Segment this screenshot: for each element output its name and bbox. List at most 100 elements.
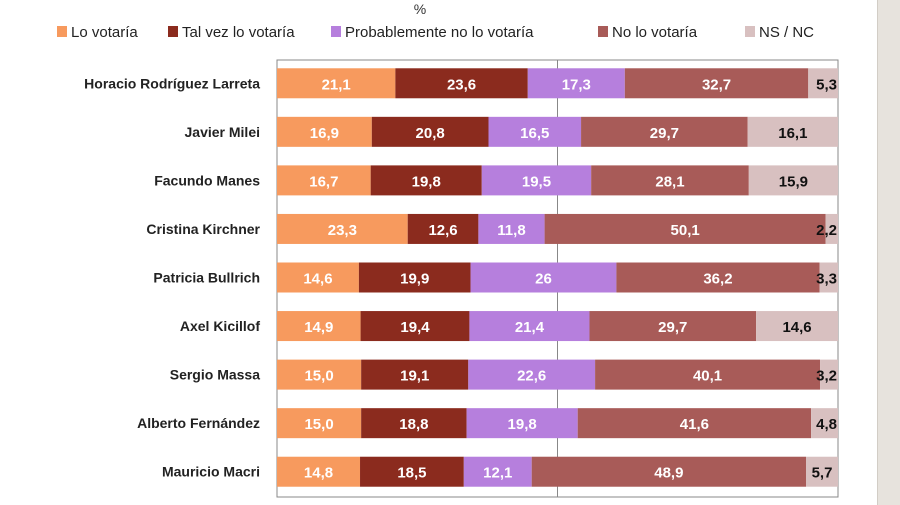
legend-label: NS / NC xyxy=(759,24,814,41)
data-label: 50,1 xyxy=(671,222,700,239)
data-label: 12,6 xyxy=(428,222,457,239)
bar-segment xyxy=(577,408,812,439)
data-label: 23,6 xyxy=(447,76,476,93)
bar-segment xyxy=(624,68,809,99)
data-label: 18,5 xyxy=(397,465,426,482)
data-label: 2,2 xyxy=(816,222,837,239)
bar-segment xyxy=(595,359,821,390)
data-label: 22,6 xyxy=(517,368,546,385)
data-label: 32,7 xyxy=(702,76,731,93)
legend-label: Lo votaría xyxy=(71,24,138,41)
bar-segment xyxy=(808,68,838,99)
data-label: 29,7 xyxy=(650,125,679,142)
side-panel xyxy=(877,0,900,505)
data-label: 17,3 xyxy=(562,76,591,93)
data-label: 21,4 xyxy=(515,319,545,336)
data-label: 14,6 xyxy=(782,319,811,336)
category-label: Alberto Fernández xyxy=(137,415,260,431)
chart-title: % xyxy=(414,1,426,17)
data-label: 41,6 xyxy=(680,416,709,433)
bar-segment xyxy=(361,408,467,439)
bar-segment xyxy=(616,262,820,293)
bar-segment xyxy=(819,262,838,293)
legend-swatch xyxy=(745,26,755,37)
category-label: Sergio Massa xyxy=(170,367,260,383)
bar-segment xyxy=(277,456,361,487)
data-label: 48,9 xyxy=(654,465,683,482)
data-label: 19,8 xyxy=(412,173,441,190)
data-label: 29,7 xyxy=(658,319,687,336)
data-label: 5,7 xyxy=(812,465,833,482)
legend-swatch xyxy=(168,26,178,37)
bar-segment xyxy=(527,68,625,99)
bar-segment xyxy=(806,456,838,487)
bar-segment xyxy=(466,408,578,439)
data-label: 12,1 xyxy=(483,465,512,482)
legend-label: No lo votaría xyxy=(612,24,698,41)
data-label: 21,1 xyxy=(322,76,351,93)
bar-segment xyxy=(360,311,470,342)
bar-segment xyxy=(277,213,408,244)
bar-segment xyxy=(488,116,582,147)
bar-segment xyxy=(277,68,396,99)
data-label: 40,1 xyxy=(693,368,722,385)
data-label: 26 xyxy=(535,271,552,288)
bar-segment xyxy=(544,213,826,244)
bar-segment xyxy=(756,311,838,342)
category-label: Javier Milei xyxy=(185,124,261,140)
category-label: Cristina Kirchner xyxy=(146,221,260,237)
legend-label: Probablemente no lo votaría xyxy=(345,24,534,41)
data-label: 36,2 xyxy=(703,271,732,288)
bar-segment xyxy=(748,165,838,196)
legend-swatch xyxy=(57,26,67,37)
data-label: 14,9 xyxy=(304,319,333,336)
category-label: Axel Kicillof xyxy=(180,318,260,334)
data-label: 14,8 xyxy=(304,465,333,482)
legend-swatch xyxy=(598,26,608,37)
bar-segment xyxy=(360,456,464,487)
category-label: Mauricio Macri xyxy=(162,464,260,480)
bar-segment xyxy=(463,456,532,487)
bar-segment xyxy=(825,213,838,244)
bar-segment xyxy=(277,311,361,342)
bar-segment xyxy=(277,262,359,293)
bar-segment xyxy=(747,116,838,147)
data-label: 20,8 xyxy=(416,125,445,142)
bar-segment xyxy=(358,262,471,293)
stacked-bar-chart: % Lo votaría Tal vez lo votaría Probablemen… xyxy=(57,1,839,498)
data-label: 11,8 xyxy=(497,222,525,239)
data-label: 16,9 xyxy=(310,125,339,142)
bar-segment xyxy=(277,165,371,196)
data-label: 15,0 xyxy=(304,416,333,433)
bar-segment xyxy=(481,165,592,196)
data-label: 4,8 xyxy=(816,416,837,433)
bar-segment xyxy=(370,165,482,196)
data-label: 16,5 xyxy=(520,125,549,142)
bar-segment xyxy=(277,359,362,390)
data-label: 19,9 xyxy=(400,271,429,288)
data-label: 16,1 xyxy=(778,125,807,142)
data-label: 5,3 xyxy=(816,76,837,93)
category-label: Facundo Manes xyxy=(154,172,260,188)
bar-segment xyxy=(591,165,749,196)
data-label: 19,8 xyxy=(508,416,537,433)
bar-segment xyxy=(478,213,545,244)
data-label: 14,6 xyxy=(303,271,332,288)
data-label: 16,7 xyxy=(309,173,338,190)
bar-segment xyxy=(820,359,838,390)
data-label: 15,9 xyxy=(779,173,808,190)
data-label: 19,4 xyxy=(400,319,430,336)
bar-segment xyxy=(811,408,838,439)
bar-segment xyxy=(531,456,807,487)
data-label: 18,8 xyxy=(399,416,428,433)
bar-segment xyxy=(468,359,596,390)
bar-segment xyxy=(361,359,469,390)
bar-segment xyxy=(407,213,479,244)
legend-swatch xyxy=(331,26,341,37)
bar-segment xyxy=(469,311,590,342)
bar-segment xyxy=(395,68,528,99)
legend-label: Tal vez lo votaría xyxy=(182,24,295,41)
data-label: 3,2 xyxy=(816,368,837,385)
category-label: Patricia Bullrich xyxy=(153,270,260,286)
